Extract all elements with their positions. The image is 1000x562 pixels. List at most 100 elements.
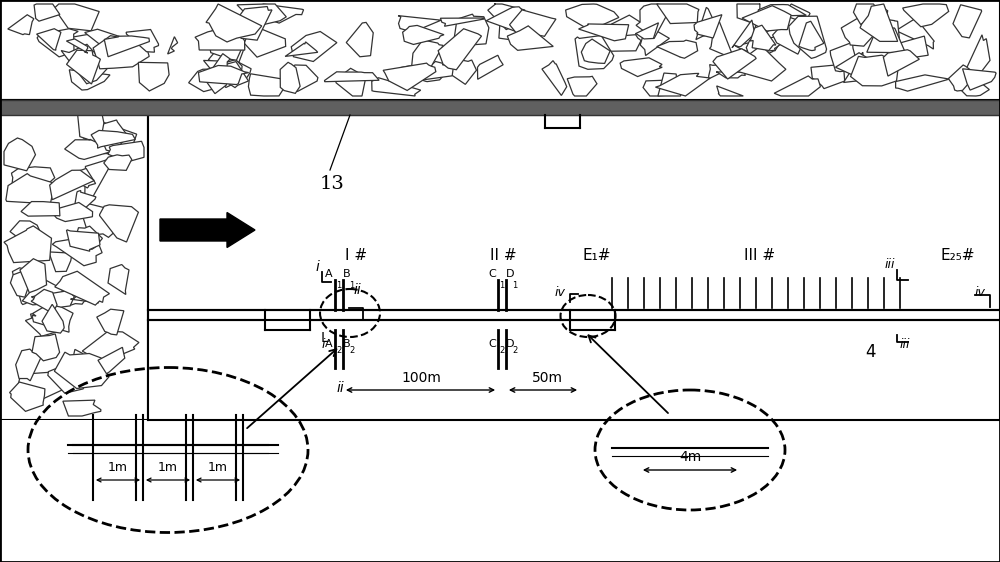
Polygon shape — [204, 24, 251, 60]
Polygon shape — [237, 4, 286, 26]
Polygon shape — [69, 70, 110, 90]
Polygon shape — [0, 100, 1000, 115]
Polygon shape — [37, 29, 61, 50]
Text: 1: 1 — [499, 281, 504, 290]
Polygon shape — [841, 15, 877, 46]
Polygon shape — [0, 420, 1000, 562]
Polygon shape — [291, 31, 337, 61]
Text: i: i — [315, 260, 319, 274]
Polygon shape — [894, 36, 928, 58]
Polygon shape — [542, 61, 567, 96]
Polygon shape — [510, 10, 556, 37]
Polygon shape — [262, 4, 304, 23]
Polygon shape — [732, 20, 755, 48]
Text: C: C — [488, 339, 496, 349]
Polygon shape — [708, 62, 736, 79]
Text: I #: I # — [345, 247, 367, 262]
Polygon shape — [611, 15, 646, 49]
Polygon shape — [73, 226, 102, 250]
Polygon shape — [168, 37, 178, 54]
Polygon shape — [883, 50, 919, 76]
Polygon shape — [25, 312, 60, 336]
Text: 2: 2 — [349, 346, 354, 355]
Text: A: A — [325, 339, 333, 349]
Polygon shape — [32, 334, 60, 361]
Polygon shape — [948, 65, 976, 91]
Text: 2: 2 — [336, 346, 341, 355]
Polygon shape — [74, 169, 96, 188]
Text: 2: 2 — [499, 346, 504, 355]
Text: 50m: 50m — [532, 371, 562, 385]
Polygon shape — [440, 18, 484, 26]
Text: L: L — [321, 331, 329, 345]
Polygon shape — [20, 259, 47, 293]
Polygon shape — [63, 400, 101, 416]
Polygon shape — [62, 288, 87, 305]
Polygon shape — [953, 4, 982, 38]
Polygon shape — [79, 119, 137, 155]
Text: II #: II # — [490, 247, 516, 262]
Polygon shape — [655, 74, 710, 96]
Polygon shape — [643, 80, 683, 96]
Text: D: D — [506, 269, 514, 279]
Polygon shape — [750, 25, 776, 51]
Polygon shape — [54, 352, 109, 388]
Polygon shape — [96, 120, 128, 152]
Polygon shape — [67, 230, 100, 251]
Polygon shape — [62, 33, 103, 55]
Polygon shape — [867, 19, 900, 47]
Polygon shape — [398, 16, 441, 32]
Polygon shape — [104, 36, 149, 57]
Polygon shape — [4, 226, 51, 262]
Polygon shape — [346, 22, 373, 57]
Polygon shape — [757, 4, 806, 16]
Text: 1: 1 — [349, 281, 354, 290]
Polygon shape — [138, 62, 169, 91]
Polygon shape — [903, 4, 949, 27]
Polygon shape — [74, 191, 96, 212]
Polygon shape — [438, 29, 481, 70]
Polygon shape — [835, 53, 877, 83]
Polygon shape — [104, 155, 132, 170]
Polygon shape — [241, 28, 286, 57]
Polygon shape — [22, 278, 71, 305]
Polygon shape — [636, 4, 672, 39]
Polygon shape — [98, 347, 125, 374]
Polygon shape — [52, 235, 102, 266]
Polygon shape — [285, 42, 318, 56]
Text: ii: ii — [353, 283, 361, 297]
Polygon shape — [575, 35, 614, 69]
Text: 1: 1 — [512, 281, 517, 290]
Polygon shape — [657, 4, 699, 24]
Polygon shape — [65, 138, 118, 160]
Polygon shape — [100, 205, 138, 242]
Polygon shape — [567, 76, 597, 96]
Text: 4: 4 — [865, 343, 875, 361]
Polygon shape — [205, 53, 230, 94]
Polygon shape — [21, 202, 60, 216]
Text: E₂₅#: E₂₅# — [940, 247, 974, 262]
Polygon shape — [208, 40, 245, 69]
Polygon shape — [31, 291, 74, 307]
Polygon shape — [206, 4, 262, 42]
Text: iv: iv — [974, 285, 985, 298]
Polygon shape — [6, 174, 55, 204]
Polygon shape — [717, 86, 743, 96]
Polygon shape — [51, 202, 93, 221]
Polygon shape — [335, 69, 365, 96]
Text: 1m: 1m — [108, 461, 128, 474]
Polygon shape — [189, 69, 219, 92]
Polygon shape — [657, 40, 698, 58]
Polygon shape — [742, 6, 791, 31]
Polygon shape — [31, 289, 57, 313]
Polygon shape — [860, 4, 898, 42]
Polygon shape — [752, 25, 790, 51]
Polygon shape — [694, 15, 722, 38]
Polygon shape — [372, 78, 421, 96]
Polygon shape — [581, 39, 610, 64]
Polygon shape — [443, 59, 476, 84]
Polygon shape — [198, 66, 249, 84]
Polygon shape — [42, 305, 64, 333]
Text: iv: iv — [554, 285, 565, 298]
Polygon shape — [737, 4, 760, 25]
